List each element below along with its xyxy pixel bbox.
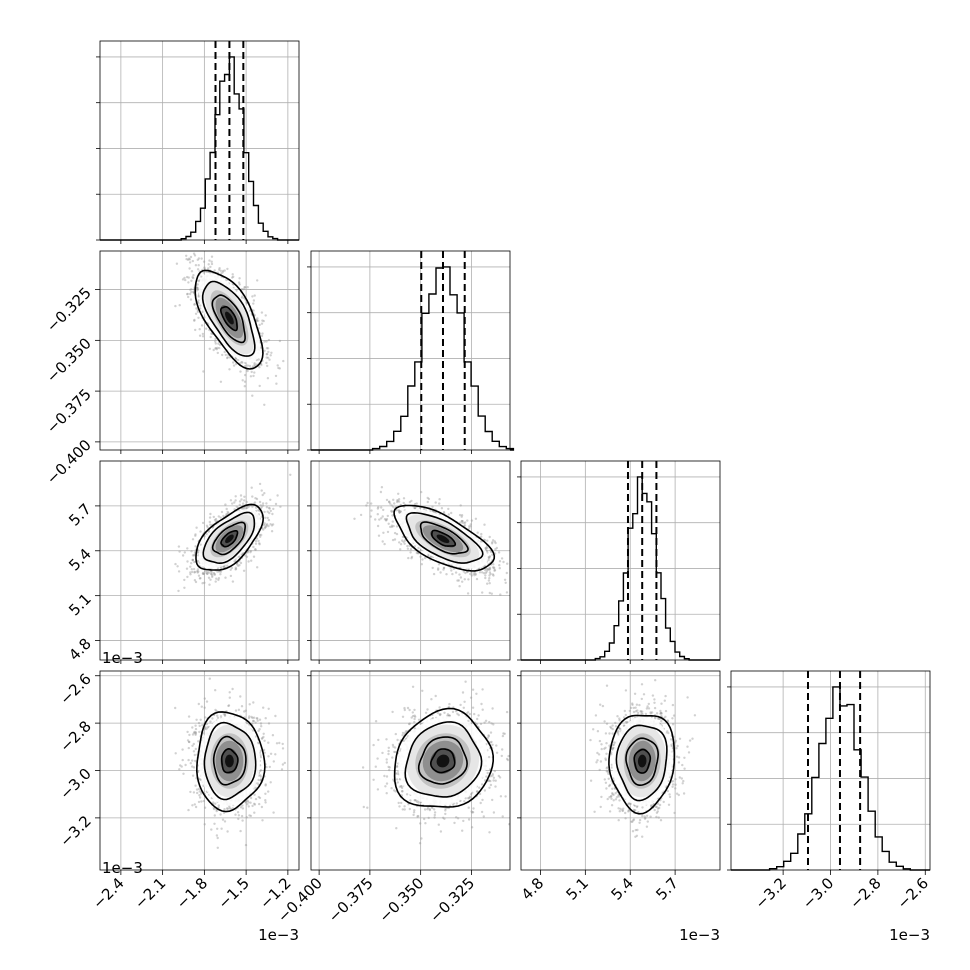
contour-line-2 [212,735,247,786]
y-tick-label: −0.350 [43,334,95,386]
contour-line-1 [220,530,239,548]
contour-line-1 [431,529,457,547]
x-tick-label: −2.4 [89,874,127,912]
density-level-6 [225,754,234,768]
x-tick-label: −1.5 [214,874,252,912]
x-tick-label: 5.1 [563,874,593,904]
y-offset-label: 1e−3 [102,649,143,667]
panel-frame [310,460,511,661]
contour-line-2 [211,521,247,556]
contour-line-4 [195,503,265,571]
panel-frame [99,40,300,241]
y-tick-label: 5.4 [65,545,95,575]
contour-line-2 [625,737,660,786]
scatter-panel-3-2 [310,460,511,661]
contour-line-4 [195,711,266,813]
x-tick-label: −2.8 [846,874,884,912]
contour-line-4 [194,269,264,370]
density-level-6 [225,311,234,325]
y-tick-label: −3.0 [56,765,94,803]
scatter-panel-3-1 [99,460,300,661]
panel-frame [99,460,300,661]
x-tick-label: −0.325 [426,874,478,926]
histogram-panel-2 [307,250,515,451]
contour-line-4 [393,504,496,572]
x-offset-label: 1e−3 [679,926,720,944]
histogram-panel-4 [727,670,931,871]
scatter-panel-4-1 [99,670,300,871]
y-tick-label: −0.375 [43,385,95,437]
contour-line-1 [429,748,456,774]
y-tick-label: −3.2 [56,812,94,850]
contour-line-2 [211,294,246,344]
y-offset-label: 1e−3 [102,859,143,877]
contour-line-4 [608,714,676,815]
contour-line-3 [202,511,256,565]
density-level-6 [436,534,450,544]
density-level-6 [637,754,647,768]
contour-line-2 [419,521,469,555]
scatter-panel-4-3 [520,670,721,871]
y-tick-label: −0.325 [43,284,95,336]
x-offset-label: 1e−3 [889,926,930,944]
contour-line-4 [393,707,494,808]
scatter-panel-4-2 [310,670,511,871]
x-tick-label: −0.375 [325,874,377,926]
panel-frame [99,250,300,451]
density-level-6 [225,534,234,544]
y-tick-label: −2.6 [56,670,94,708]
x-tick-label: 5.7 [652,874,682,904]
y-tick-label: 5.7 [65,500,95,530]
x-tick-label: −1.8 [173,874,211,912]
histogram-panel-1 [96,40,300,241]
contour-line-3 [615,724,668,802]
x-offset-label: 1e−3 [258,926,299,944]
contour-line-1 [220,306,238,332]
y-tick-label: −2.8 [56,717,94,755]
x-tick-label: 4.8 [518,874,548,904]
panel-frame [520,460,721,661]
contour-line-3 [203,721,257,801]
scatter-panel-2-1 [99,250,300,451]
y-tick-label: 5.1 [65,590,95,620]
contour-line-1 [633,748,652,774]
y-tick-label: −0.400 [43,436,95,488]
density-level-6 [436,754,450,768]
contour-line-3 [404,721,483,798]
x-tick-label: −3.2 [751,874,789,912]
x-tick-label: −2.6 [894,874,932,912]
histogram-panel-3 [517,460,721,661]
x-tick-label: 5.4 [607,874,637,904]
contour-line-1 [220,747,239,774]
contour-line-3 [201,280,256,357]
contour-line-3 [405,511,484,564]
y-tick-label: 4.8 [65,635,95,665]
panel-frame [310,250,511,451]
x-tick-label: −2.1 [131,874,169,912]
contour-line-2 [417,736,468,785]
x-tick-label: −0.350 [376,874,428,926]
x-tick-label: −3.0 [799,874,837,912]
